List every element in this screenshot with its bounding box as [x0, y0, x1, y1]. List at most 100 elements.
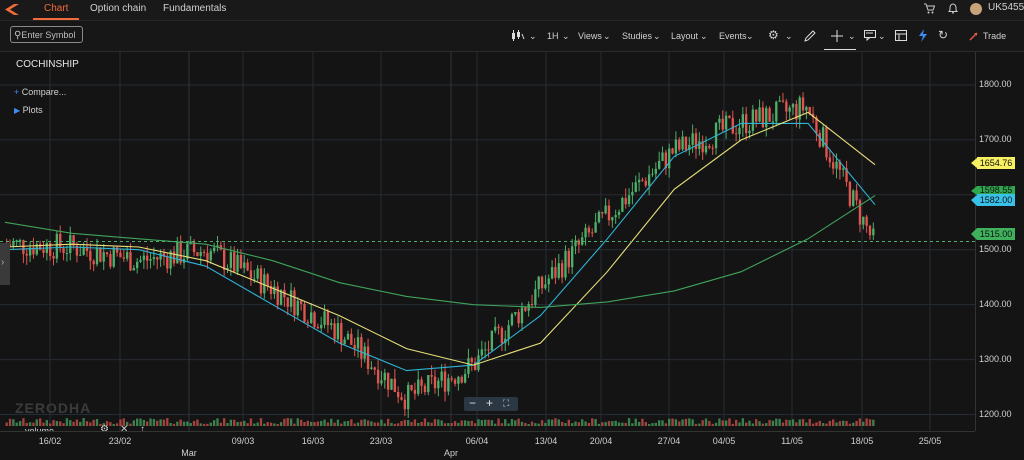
volume-bar [574, 421, 577, 426]
candle-body [253, 278, 256, 280]
views-dropdown[interactable]: Views [578, 31, 602, 41]
zoom-in-button[interactable]: + [486, 396, 494, 410]
trade-button[interactable]: Trade [983, 31, 1007, 41]
candle-body [323, 311, 326, 325]
volume-bar [79, 421, 82, 426]
volume-bar [671, 418, 674, 426]
volume-bar [313, 422, 316, 426]
volume-bar [330, 418, 333, 426]
candle-body [176, 241, 179, 264]
refresh-icon[interactable]: ↻ [938, 28, 949, 42]
layout-dropdown[interactable]: Layout [671, 31, 699, 41]
price-chart[interactable] [0, 52, 975, 431]
candle-body [621, 197, 624, 212]
volume-bar [89, 422, 92, 426]
chart-canvas[interactable] [0, 52, 975, 431]
volume-bar [236, 421, 239, 426]
ma-green-badge: 1598.55 [977, 186, 1015, 194]
user-id[interactable]: UK5455 [988, 2, 1024, 13]
volume-bar [484, 419, 487, 426]
candle-body [872, 228, 875, 236]
symbol-search-input[interactable]: ⚲Enter Symbol [10, 26, 83, 43]
volume-bar [136, 418, 139, 426]
study-close-icon[interactable]: ✕ [120, 424, 129, 435]
candle-body [49, 243, 52, 257]
interval-dropdown[interactable]: 1H [547, 31, 559, 41]
price-tick-label: 1300.00 [979, 353, 1012, 364]
candle-body [243, 262, 246, 268]
candle-body [815, 117, 818, 133]
candle-body [62, 248, 65, 254]
candle-body [296, 300, 299, 316]
bell-icon[interactable] [948, 3, 958, 14]
volume-bar [658, 420, 661, 426]
plots-link[interactable]: ▶ Plots [14, 105, 43, 115]
cart-icon[interactable] [924, 3, 935, 14]
side-panel-toggle[interactable]: › [0, 243, 10, 285]
candles-icon[interactable] [511, 30, 525, 41]
volume-bar [256, 422, 259, 426]
compare-link[interactable]: + Compare... [14, 87, 66, 97]
volume-bar [8, 418, 12, 426]
volume-bar [75, 419, 79, 426]
volume-bar [166, 418, 169, 426]
triangle-right-icon: ▶ [14, 106, 21, 115]
volume-bar [818, 420, 821, 426]
volume-bar [239, 421, 243, 426]
candle-body [473, 362, 477, 370]
candle-body [470, 358, 473, 363]
candle-body [818, 132, 821, 147]
candle-body [460, 376, 463, 383]
avatar[interactable] [970, 3, 982, 15]
draw-pencil-icon[interactable] [804, 30, 816, 42]
candle-body [631, 191, 634, 196]
volume-bar [350, 419, 353, 426]
events-dropdown[interactable]: Events [719, 31, 747, 41]
volume-bar [146, 421, 149, 426]
volume-bar [18, 421, 22, 426]
volume-bar [243, 420, 246, 426]
date-axis[interactable] [0, 431, 975, 460]
candle-body [119, 252, 122, 258]
volume-bar [427, 422, 430, 426]
study-move-up-icon[interactable]: ↑ [140, 424, 145, 435]
study-settings-gear-icon[interactable]: ⚙ [100, 424, 109, 435]
candle-body [179, 241, 182, 263]
date-tick-label: 09/03 [231, 436, 255, 446]
volume-bar [69, 420, 72, 426]
volume-bar [420, 421, 423, 426]
tab-option-chain[interactable]: Option chain [90, 3, 147, 14]
volume-bar [611, 421, 614, 426]
candle-body [865, 216, 868, 226]
crosshair-icon[interactable] [831, 30, 843, 42]
plots-label: Plots [22, 105, 43, 115]
volume-bar [413, 419, 417, 426]
table-icon[interactable] [895, 30, 907, 41]
candle-body [386, 372, 390, 390]
volume-bar [524, 422, 527, 426]
zoom-out-button[interactable]: − [469, 396, 477, 410]
volume-bar [798, 419, 801, 426]
moving-average-line [4, 122, 876, 372]
candle-body [627, 195, 631, 205]
candle-body [624, 197, 627, 205]
candle-body [279, 289, 283, 305]
candle-body [534, 289, 537, 305]
fullscreen-icon[interactable]: ⛶ [503, 398, 510, 408]
volume-bar [738, 422, 741, 426]
chevron-down-icon: ⌄ [785, 31, 793, 41]
settings-gear-icon[interactable]: ⚙ [768, 28, 779, 42]
volume-bar [745, 422, 748, 426]
volume-bar [808, 419, 811, 426]
lightning-icon[interactable] [918, 29, 928, 42]
comment-icon[interactable] [864, 30, 876, 41]
tab-chart[interactable]: Chart [44, 3, 69, 14]
candle-body [346, 333, 350, 340]
tab-fundamentals[interactable]: Fundamentals [163, 3, 227, 14]
price-axis[interactable] [975, 52, 1024, 431]
volume-bar [480, 420, 483, 426]
candle-body [664, 152, 668, 169]
volume-bar [708, 420, 711, 426]
studies-dropdown[interactable]: Studies [622, 31, 653, 41]
volume-bar [664, 423, 668, 426]
